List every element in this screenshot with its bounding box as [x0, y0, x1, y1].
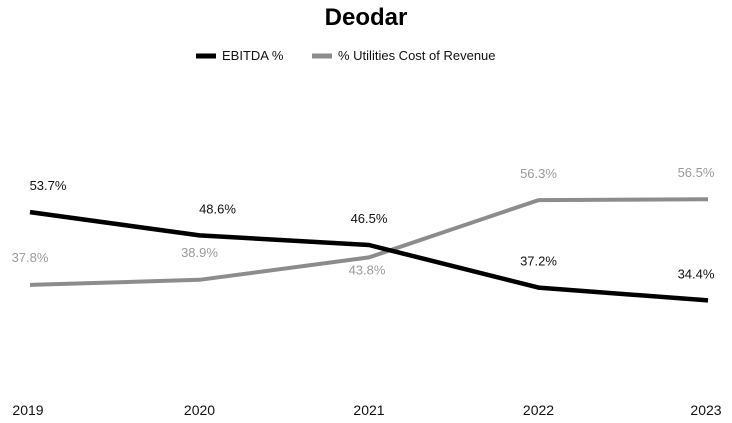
- series-line-ebitda: [29, 209, 709, 303]
- x-axis-ticks: 2019 2020 2021 2022 2023: [12, 402, 721, 418]
- data-label-ebitda-2019: 53.7%: [30, 178, 67, 193]
- chart-title: Deodar: [325, 4, 408, 31]
- series-lines: [29, 197, 709, 303]
- x-tick-2022: 2022: [523, 402, 554, 418]
- legend: EBITDA % % Utilities Cost of Revenue: [196, 48, 496, 63]
- data-label-ebitda-2023: 34.4%: [678, 266, 715, 281]
- x-tick-2020: 2020: [184, 402, 215, 418]
- data-label-ebitda-2022: 37.2%: [520, 254, 557, 269]
- data-label-utilities-2021: 43.8%: [349, 262, 386, 277]
- x-tick-2019: 2019: [12, 402, 43, 418]
- data-labels: 53.7% 48.6% 46.5% 37.2% 34.4% 37.8% 38.9% 43.8%…: [12, 165, 715, 281]
- series-line-utilities: [29, 197, 709, 287]
- data-label-ebitda-2020: 48.6%: [199, 201, 236, 216]
- data-label-utilities-2019: 37.8%: [12, 250, 49, 265]
- data-label-utilities-2022: 56.3%: [520, 166, 557, 181]
- data-label-ebitda-2021: 46.5%: [351, 211, 388, 226]
- legend-label-ebitda: EBITDA %: [222, 48, 284, 63]
- legend-label-utilities: % Utilities Cost of Revenue: [338, 48, 496, 63]
- data-label-utilities-2023: 56.5%: [678, 165, 715, 180]
- data-label-utilities-2020: 38.9%: [181, 245, 218, 260]
- x-tick-2021: 2021: [353, 402, 384, 418]
- x-tick-2023: 2023: [690, 402, 721, 418]
